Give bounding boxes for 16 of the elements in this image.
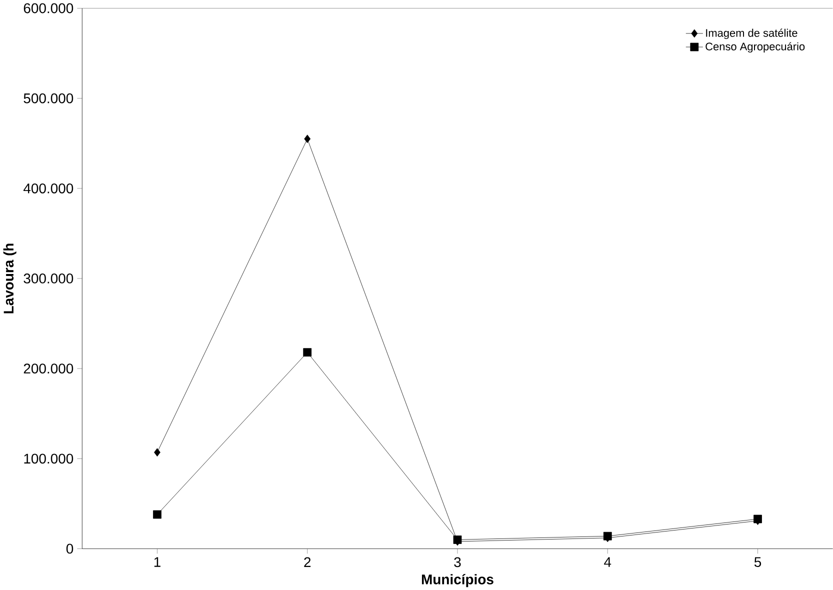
x-tick-label: 5 (754, 557, 762, 567)
y-tick-label: 400.000 (23, 183, 74, 194)
legend-label: Imagem de satélite (706, 28, 798, 39)
x-tick-label: 3 (454, 557, 461, 567)
x-tick-label: 4 (604, 557, 612, 567)
y-axis-title: Lavoura (h (3, 243, 16, 314)
y-tick-label: 500.000 (24, 93, 74, 104)
y-tick-label: 200.000 (24, 363, 74, 374)
y-tick-label: 600.000 (24, 3, 74, 13)
y-tick-label: 300.000 (24, 273, 74, 284)
y-tick-label: 100.000 (24, 453, 74, 464)
x-tick-label: 2 (304, 557, 311, 567)
x-tick-label: 1 (154, 557, 160, 567)
x-axis-title: Municípios (422, 574, 494, 587)
legend-label: Censo Agropecuário (706, 42, 805, 52)
y-tick-label: 0 (66, 544, 74, 554)
